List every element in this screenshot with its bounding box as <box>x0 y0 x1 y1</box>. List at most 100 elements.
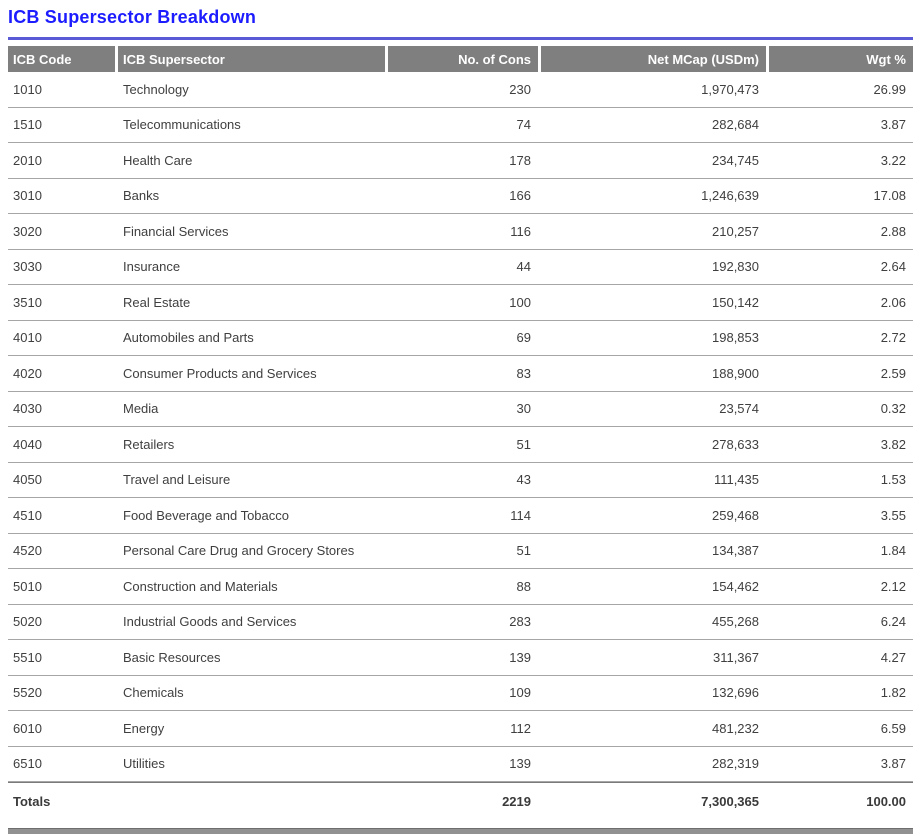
cell-no-of-cons: 283 <box>509 614 531 630</box>
cell-net-mcap: 282,319 <box>712 756 759 772</box>
cell-icb-code: 5520 <box>13 685 42 701</box>
table-row: 4010 Automobiles and Parts 69 198,853 2.… <box>8 321 913 356</box>
table-row: 5520 Chemicals 109 132,696 1.82 <box>8 676 913 711</box>
cell-net-mcap: 481,232 <box>712 720 759 736</box>
totals-mcap: 7,300,365 <box>701 793 759 809</box>
cell-icb-supersector: Automobiles and Parts <box>123 330 254 346</box>
cell-icb-supersector: Food Beverage and Tobacco <box>123 507 289 523</box>
column-header-net-mcap: Net MCap (USDm) <box>541 46 766 72</box>
cell-icb-code: 6510 <box>13 756 42 772</box>
cell-no-of-cons: 178 <box>509 152 531 168</box>
cell-net-mcap: 234,745 <box>712 152 759 168</box>
cell-icb-supersector: Industrial Goods and Services <box>123 614 297 630</box>
cell-icb-supersector: Chemicals <box>123 685 184 701</box>
table-row: 3510 Real Estate 100 150,142 2.06 <box>8 285 913 321</box>
cell-no-of-cons: 51 <box>516 436 531 452</box>
cell-icb-supersector: Real Estate <box>123 294 191 310</box>
cell-icb-supersector: Insurance <box>123 259 181 275</box>
cell-net-mcap: 455,268 <box>712 614 759 630</box>
icb-supersector-table: ICB Code ICB Supersector No. of Cons Net… <box>8 46 913 834</box>
cell-no-of-cons: 114 <box>510 507 531 523</box>
title-rule <box>8 37 913 40</box>
table-row: 3010 Banks 166 1,246,639 17.08 <box>8 179 913 214</box>
cell-wgt-pct: 1.84 <box>880 543 906 559</box>
cell-icb-code: 2010 <box>13 152 42 168</box>
cell-net-mcap: 23,574 <box>719 401 759 417</box>
column-header-wgt-pct: Wgt % <box>769 46 913 72</box>
cell-no-of-cons: 30 <box>516 401 531 417</box>
table-row: 4040 Retailers 51 278,633 3.82 <box>8 427 913 463</box>
cell-icb-code: 3020 <box>13 223 42 239</box>
cell-wgt-pct: 3.87 <box>880 756 906 772</box>
cell-wgt-pct: 2.72 <box>880 330 906 346</box>
cell-no-of-cons: 74 <box>516 117 531 133</box>
table-row: 1510 Telecommunications 74 282,684 3.87 <box>8 108 913 143</box>
cell-icb-supersector: Personal Care Drug and Grocery Stores <box>123 543 355 559</box>
cell-net-mcap: 278,633 <box>712 436 759 452</box>
totals-label: Totals <box>13 793 51 809</box>
cell-icb-code: 4010 <box>13 330 42 346</box>
table-row: 6010 Energy 112 481,232 6.59 <box>8 711 913 747</box>
table-row: 3020 Financial Services 116 210,257 2.88 <box>8 214 913 250</box>
cell-icb-code: 4520 <box>13 543 42 559</box>
table-row: 1010 Technology 230 1,970,473 26.99 <box>8 72 913 108</box>
cell-net-mcap: 134,387 <box>712 543 759 559</box>
cell-net-mcap: 210,257 <box>712 223 759 239</box>
cell-no-of-cons: 43 <box>516 472 531 488</box>
cell-icb-code: 5020 <box>13 614 42 630</box>
column-header-icb-supersector: ICB Supersector <box>118 46 385 72</box>
cell-wgt-pct: 2.06 <box>880 294 906 310</box>
table-row: 4030 Media 30 23,574 0.32 <box>8 392 913 427</box>
cell-wgt-pct: 6.24 <box>880 614 906 630</box>
cell-no-of-cons: 112 <box>510 720 531 736</box>
table-row: 4020 Consumer Products and Services 83 1… <box>8 356 913 392</box>
table-row: 5020 Industrial Goods and Services 283 4… <box>8 605 913 640</box>
cell-icb-supersector: Health Care <box>123 152 193 168</box>
column-header-icb-code: ICB Code <box>8 46 115 72</box>
cell-icb-code: 1010 <box>13 81 42 97</box>
cell-icb-code: 3510 <box>13 294 42 310</box>
cell-wgt-pct: 2.64 <box>880 259 906 275</box>
cell-icb-supersector: Banks <box>123 188 160 204</box>
table-row: 2010 Health Care 178 234,745 3.22 <box>8 143 913 179</box>
cell-icb-code: 3030 <box>13 259 42 275</box>
cell-icb-supersector: Retailers <box>123 436 175 452</box>
column-header-no-of-cons: No. of Cons <box>388 46 538 72</box>
cell-wgt-pct: 2.59 <box>880 365 906 381</box>
cell-icb-code: 5010 <box>13 578 42 594</box>
cell-net-mcap: 311,367 <box>712 649 759 665</box>
cell-wgt-pct: 6.59 <box>880 720 906 736</box>
cell-no-of-cons: 109 <box>509 685 531 701</box>
cell-wgt-pct: 2.88 <box>880 223 906 239</box>
cell-icb-supersector: Energy <box>123 720 165 736</box>
cell-icb-code: 4030 <box>13 401 42 417</box>
table-row: 4050 Travel and Leisure 43 111,435 1.53 <box>8 463 913 498</box>
cell-net-mcap: 1,970,473 <box>701 81 759 97</box>
cell-icb-supersector: Construction and Materials <box>123 578 278 594</box>
cell-net-mcap: 192,830 <box>712 259 759 275</box>
cell-wgt-pct: 0.32 <box>880 401 906 417</box>
cell-icb-supersector: Basic Resources <box>123 649 221 665</box>
table-row: 4510 Food Beverage and Tobacco 114 259,4… <box>8 498 913 534</box>
cell-wgt-pct: 3.82 <box>880 436 906 452</box>
table-header-row: ICB Code ICB Supersector No. of Cons Net… <box>8 46 913 72</box>
cell-icb-supersector: Consumer Products and Services <box>123 365 317 381</box>
table-row: 5010 Construction and Materials 88 154,4… <box>8 569 913 605</box>
cell-wgt-pct: 4.27 <box>880 649 906 665</box>
cell-wgt-pct: 3.22 <box>880 152 906 168</box>
cell-net-mcap: 198,853 <box>712 330 759 346</box>
table-row: 6510 Utilities 139 282,319 3.87 <box>8 747 913 782</box>
cell-net-mcap: 154,462 <box>712 578 759 594</box>
cell-wgt-pct: 17.08 <box>873 188 906 204</box>
cell-wgt-pct: 3.87 <box>880 117 906 133</box>
cell-net-mcap: 111,435 <box>713 472 759 488</box>
cell-icb-code: 4510 <box>13 507 42 523</box>
cell-no-of-cons: 139 <box>509 756 531 772</box>
cell-no-of-cons: 51 <box>516 543 531 559</box>
cell-icb-supersector: Telecommunications <box>123 117 241 133</box>
cell-icb-supersector: Financial Services <box>123 223 229 239</box>
table-body: 1010 Technology 230 1,970,473 26.99 1510… <box>8 72 913 782</box>
page-title: ICB Supersector Breakdown <box>8 7 257 27</box>
bottom-bar <box>8 828 913 834</box>
